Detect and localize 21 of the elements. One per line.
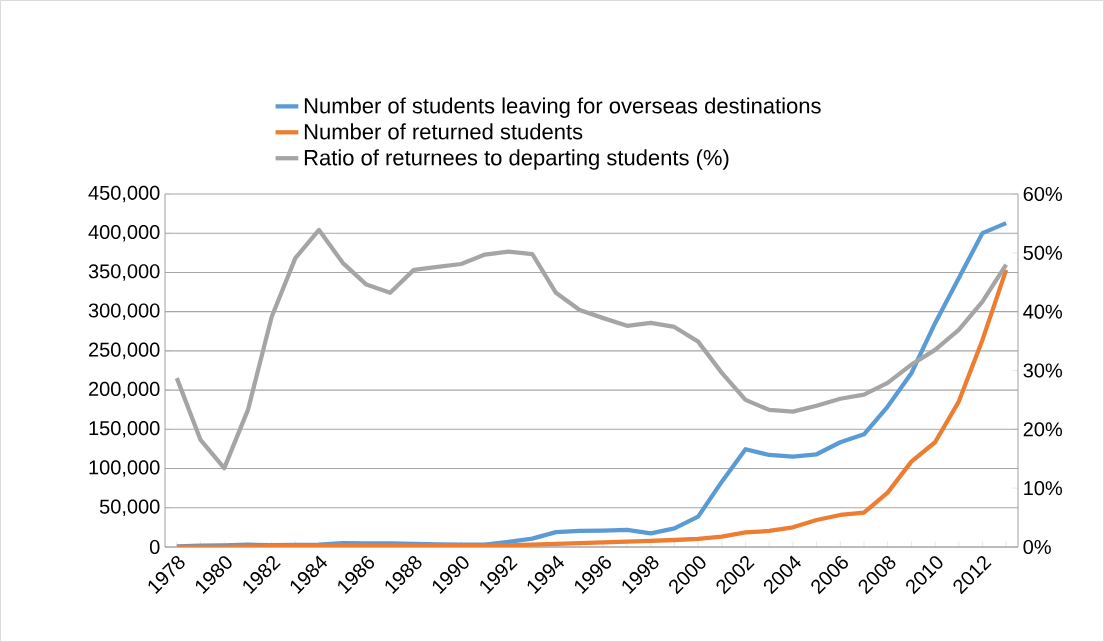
- y-tick-label: 100,000: [89, 460, 160, 477]
- legend-label: Number of students leaving for overseas destinations: [304, 97, 821, 118]
- y-tick-label: 50,000: [99, 499, 160, 517]
- y2-tick-label: 10%: [1024, 481, 1063, 496]
- y2-tick-label: 60%: [1023, 186, 1063, 202]
- y-tick-label: 300,000: [88, 303, 160, 320]
- y-tick-label: 450,000: [88, 185, 160, 203]
- y-tick-label: 250,000: [89, 342, 160, 360]
- y-tick-label: 0: [149, 539, 160, 555]
- y-tick-label: 400,000: [88, 224, 160, 242]
- y2-tick-label: 30%: [1023, 363, 1063, 378]
- y-tick-label: 150,000: [89, 421, 160, 438]
- y2-tick-label: 50%: [1023, 245, 1063, 260]
- legend-label: Ratio of returnees to departing students (%): [304, 149, 729, 170]
- line-series: [174, 227, 1009, 471]
- y2-tick-label: 20%: [1023, 422, 1063, 437]
- y-tick-label: 200,000: [89, 381, 160, 399]
- y-tick-label: 350,000: [88, 264, 160, 281]
- legend-label: Number of returned students: [304, 123, 583, 140]
- y2-tick-label: 40%: [1023, 304, 1063, 319]
- y2-tick-label: 0%: [1023, 539, 1051, 555]
